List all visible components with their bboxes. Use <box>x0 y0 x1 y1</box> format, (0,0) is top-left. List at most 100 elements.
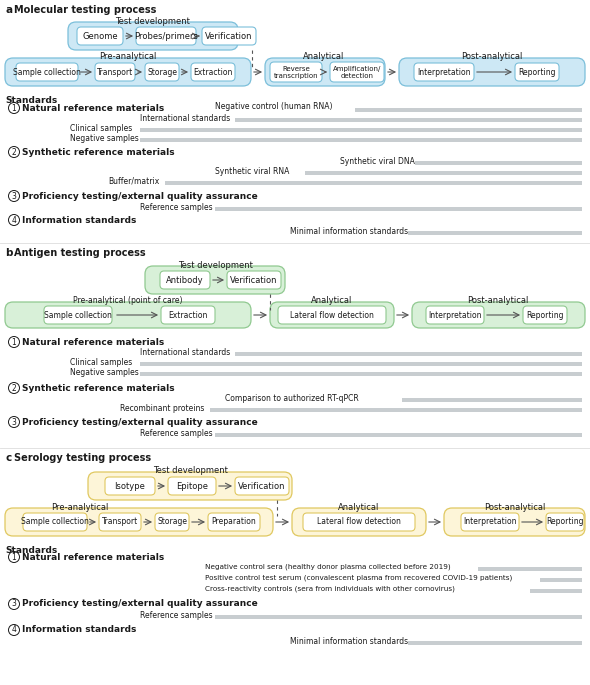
Bar <box>408 232 582 235</box>
Bar <box>215 433 582 437</box>
Text: Reporting: Reporting <box>518 68 556 77</box>
Text: Analytical: Analytical <box>312 296 353 305</box>
Text: Interpretation: Interpretation <box>463 517 517 527</box>
Text: Test development: Test development <box>153 466 227 475</box>
Text: Synthetic viral RNA: Synthetic viral RNA <box>215 166 289 175</box>
Text: Positive control test serum (convalescent plasma from recovered COVID-19 patient: Positive control test serum (convalescen… <box>205 575 512 582</box>
FancyBboxPatch shape <box>444 508 585 536</box>
Text: 1: 1 <box>12 553 17 562</box>
Text: Standards: Standards <box>5 96 57 105</box>
Text: Reverse
transcription: Reverse transcription <box>274 66 319 79</box>
FancyBboxPatch shape <box>23 513 87 531</box>
Text: Negative samples: Negative samples <box>70 367 139 377</box>
Bar <box>478 567 582 571</box>
FancyBboxPatch shape <box>235 477 289 495</box>
Bar <box>235 119 582 122</box>
Text: Pre-analytical (point of care): Pre-analytical (point of care) <box>73 296 183 305</box>
FancyBboxPatch shape <box>95 63 135 81</box>
Text: Natural reference materials: Natural reference materials <box>22 338 164 347</box>
Text: Proficiency testing/external quality assurance: Proficiency testing/external quality ass… <box>22 417 258 427</box>
FancyBboxPatch shape <box>303 513 415 531</box>
Bar <box>402 398 582 401</box>
FancyBboxPatch shape <box>191 63 235 81</box>
FancyBboxPatch shape <box>168 477 216 495</box>
Bar <box>210 408 582 412</box>
Text: Reporting: Reporting <box>526 310 564 319</box>
Text: Information standards: Information standards <box>22 625 136 634</box>
Bar <box>305 171 582 175</box>
Text: a: a <box>5 5 12 15</box>
Text: c: c <box>5 453 11 463</box>
Bar <box>140 138 582 142</box>
Text: Verification: Verification <box>238 482 286 490</box>
Bar <box>235 352 582 356</box>
Text: Antigen testing process: Antigen testing process <box>14 248 146 258</box>
Bar <box>530 589 582 593</box>
Bar <box>215 615 582 619</box>
Text: Standards: Standards <box>5 546 57 555</box>
Text: Negative control sera (healthy donor plasma collected before 2019): Negative control sera (healthy donor pla… <box>205 564 451 570</box>
Text: Sample collection: Sample collection <box>13 68 81 77</box>
Text: Amplification/
detection: Amplification/ detection <box>333 66 381 79</box>
Bar <box>215 208 582 211</box>
FancyBboxPatch shape <box>5 58 251 86</box>
Text: Test development: Test development <box>178 261 253 270</box>
FancyBboxPatch shape <box>414 63 474 81</box>
FancyBboxPatch shape <box>68 22 238 50</box>
FancyBboxPatch shape <box>330 62 384 82</box>
Text: Proficiency testing/external quality assurance: Proficiency testing/external quality ass… <box>22 599 258 608</box>
Text: Molecular testing process: Molecular testing process <box>14 5 156 15</box>
Text: Sample collection: Sample collection <box>21 517 89 527</box>
Text: Buffer/matrix: Buffer/matrix <box>108 177 159 186</box>
Text: 3: 3 <box>12 599 17 608</box>
Text: Test development: Test development <box>114 17 189 26</box>
FancyBboxPatch shape <box>546 513 584 531</box>
Text: International standards: International standards <box>140 347 230 356</box>
Text: 2: 2 <box>12 384 17 393</box>
Text: Post-analytical: Post-analytical <box>467 296 529 305</box>
Text: Extraction: Extraction <box>168 310 208 319</box>
Text: Genome: Genome <box>82 32 118 40</box>
Bar <box>140 128 582 132</box>
Bar <box>165 182 582 185</box>
Text: Storage: Storage <box>147 68 177 77</box>
FancyBboxPatch shape <box>160 271 210 289</box>
FancyBboxPatch shape <box>5 302 251 328</box>
FancyBboxPatch shape <box>265 58 385 86</box>
Text: International standards: International standards <box>140 114 230 123</box>
Bar <box>355 108 582 112</box>
Bar <box>408 641 582 645</box>
FancyBboxPatch shape <box>155 513 189 531</box>
Text: Reference samples: Reference samples <box>140 203 212 212</box>
FancyBboxPatch shape <box>161 306 215 324</box>
Text: Probes/primers: Probes/primers <box>134 32 198 40</box>
Text: Synthetic viral DNA: Synthetic viral DNA <box>340 156 415 166</box>
FancyBboxPatch shape <box>105 477 155 495</box>
FancyBboxPatch shape <box>5 508 273 536</box>
Text: 1: 1 <box>12 103 17 112</box>
Bar <box>415 161 582 165</box>
Text: Synthetic reference materials: Synthetic reference materials <box>22 384 175 393</box>
FancyBboxPatch shape <box>270 302 394 328</box>
Text: Transport: Transport <box>97 68 133 77</box>
FancyBboxPatch shape <box>270 62 322 82</box>
FancyBboxPatch shape <box>99 513 141 531</box>
Text: Isotype: Isotype <box>114 482 146 490</box>
FancyBboxPatch shape <box>412 302 585 328</box>
Text: Transport: Transport <box>102 517 138 527</box>
Text: Natural reference materials: Natural reference materials <box>22 553 164 562</box>
FancyBboxPatch shape <box>88 472 292 500</box>
Text: Lateral flow detection: Lateral flow detection <box>317 517 401 527</box>
Text: Clinical samples: Clinical samples <box>70 358 132 366</box>
Text: Comparison to authorized RT-qPCR: Comparison to authorized RT-qPCR <box>225 393 359 403</box>
Text: Pre-analytical: Pre-analytical <box>51 503 109 512</box>
Text: 2: 2 <box>12 147 17 156</box>
Text: Proficiency testing/external quality assurance: Proficiency testing/external quality ass… <box>22 192 258 201</box>
Text: Recombinant proteins: Recombinant proteins <box>120 403 204 412</box>
Text: Epitope: Epitope <box>176 482 208 490</box>
Text: Verification: Verification <box>230 275 278 284</box>
Text: Reference samples: Reference samples <box>140 429 212 438</box>
Text: Extraction: Extraction <box>194 68 232 77</box>
Text: Clinical samples: Clinical samples <box>70 123 132 132</box>
FancyBboxPatch shape <box>202 27 256 45</box>
